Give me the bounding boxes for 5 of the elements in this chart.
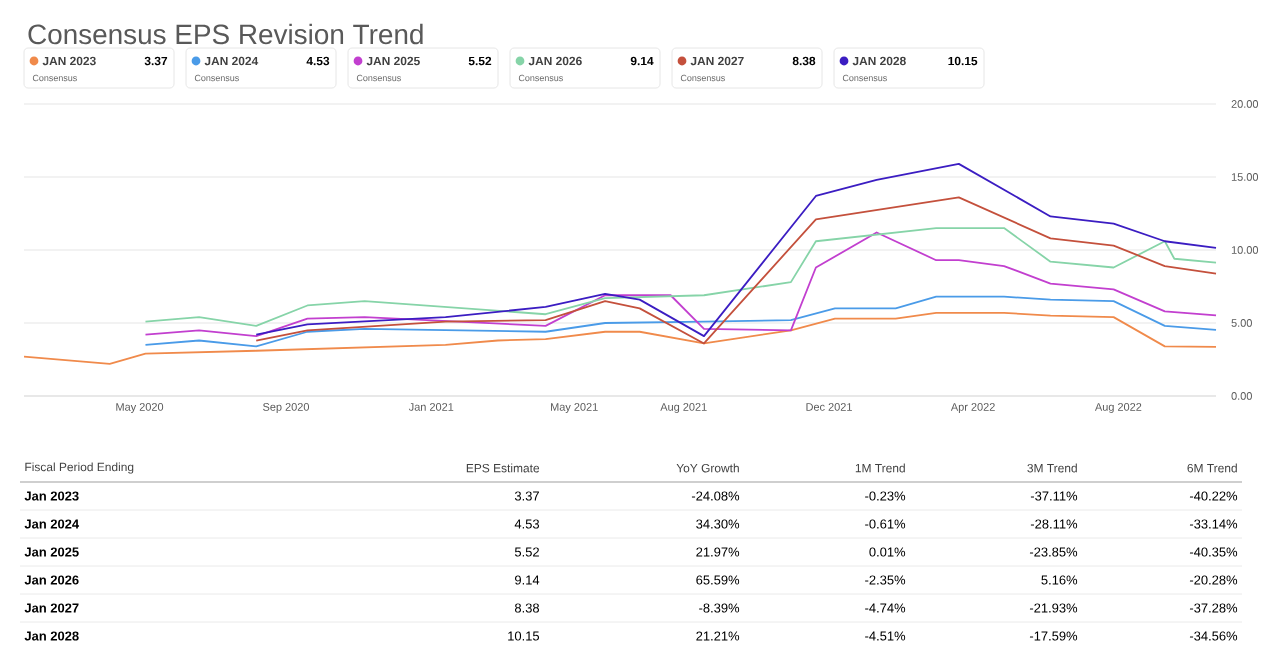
chart-title: Consensus EPS Revision Trend (28, 23, 423, 45)
line-series (144, 295, 1217, 348)
line-series (255, 162, 1217, 338)
line-series (23, 311, 1217, 365)
line-series (255, 196, 1217, 345)
